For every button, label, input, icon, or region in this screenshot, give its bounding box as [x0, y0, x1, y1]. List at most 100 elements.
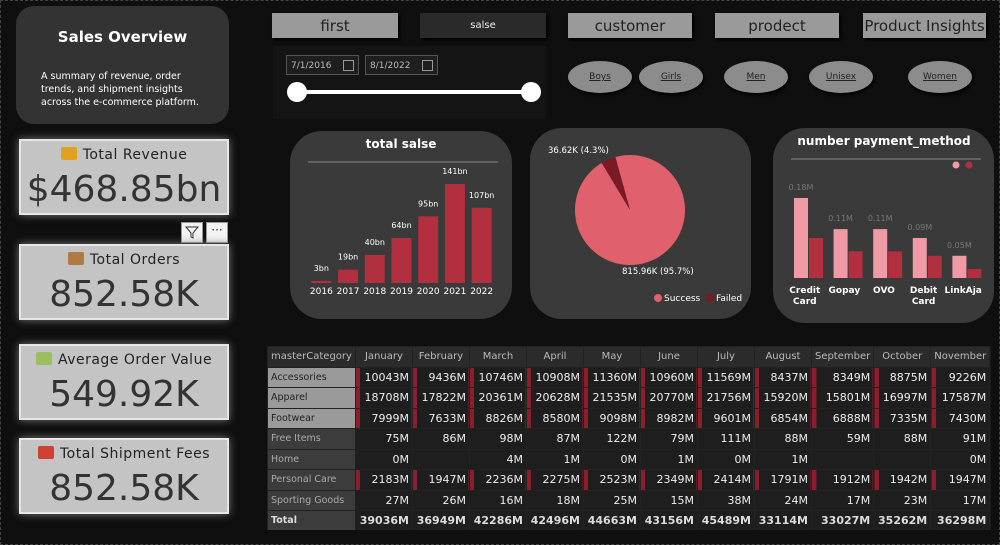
- table-row: Sporting Goods 27M 26M 16M 18M 25M 15M 38M 24M 17…: [267, 489, 991, 511]
- value-cell: 2275M: [525, 469, 584, 491]
- nav-button[interactable]: salse: [420, 13, 546, 38]
- table-row: Accessories 10043M 9436M 10746M 10908M 11360M…: [267, 366, 991, 388]
- header-cell[interactable]: January: [354, 346, 413, 368]
- value-cell: 88M: [873, 428, 932, 450]
- header-cell[interactable]: masterCategory: [267, 346, 356, 368]
- table-row: Apparel 18708M 17822M 20361M 20628M 21535M 207…: [267, 387, 991, 409]
- row-label: Home: [267, 448, 356, 470]
- slicer-button[interactable]: Boys: [568, 61, 632, 93]
- header-cell[interactable]: March: [468, 346, 527, 368]
- value-cell: 91M: [930, 428, 991, 450]
- kpi-label-row: Total Revenue: [21, 147, 227, 163]
- value-cell: 1912M: [810, 469, 875, 491]
- value-cell: 10960M: [639, 366, 698, 388]
- value-cell: 8349M: [810, 366, 875, 388]
- header-cell[interactable]: October: [873, 346, 932, 368]
- value-label: 0.18M: [789, 183, 814, 192]
- kpi-icon: [37, 446, 54, 459]
- header-cell[interactable]: August: [753, 346, 812, 368]
- value-cell: 36949M: [411, 510, 470, 530]
- value-cell: 2349M: [639, 469, 698, 491]
- x-tick-label: Debit Card: [909, 286, 938, 308]
- header-cell[interactable]: July: [696, 346, 755, 368]
- header-cell[interactable]: September: [810, 346, 875, 368]
- nav-button[interactable]: customer: [568, 13, 692, 38]
- bar: [471, 207, 492, 283]
- value-label: 141bn: [442, 167, 467, 176]
- value-cell: 2414M: [696, 469, 755, 491]
- filter-glyph: [184, 226, 200, 239]
- start-date[interactable]: 7/1/2016: [286, 55, 359, 75]
- slicer-button[interactable]: Girls: [639, 61, 703, 93]
- row-label: Total: [267, 510, 356, 530]
- x-tick-label: 2020: [417, 287, 440, 297]
- value-cell: 45489M: [696, 510, 755, 530]
- bar: [444, 184, 465, 283]
- header-cell[interactable]: June: [639, 346, 698, 368]
- table-row: Free Items 75M 86M 98M 87M 122M 79M 111M 88M 59M 8…: [267, 428, 991, 450]
- slicer-button[interactable]: Men: [724, 61, 788, 93]
- chart: number payment_method 0.18M 0.11M 0.11M 0.09…: [789, 134, 982, 278]
- kpi-label: Average Order Value: [57, 352, 213, 368]
- x-tick-label: Credit Card: [789, 286, 821, 308]
- kpi-value: 852.58K: [49, 468, 199, 509]
- chart-title: total salse: [366, 137, 437, 151]
- header-cell[interactable]: November: [930, 346, 991, 368]
- value-cell: 33027M: [810, 510, 875, 530]
- header-cell[interactable]: May: [582, 346, 641, 368]
- value-cell: 24M: [753, 489, 812, 511]
- value-cell: 15920M: [753, 387, 812, 409]
- value-cell: 122M: [582, 428, 641, 450]
- overview-card: Sales Overview A summary of revenue, ord…: [16, 6, 229, 124]
- overview-title: Sales Overview: [57, 28, 188, 46]
- value-cell: 9098M: [582, 407, 641, 429]
- kpi-icon: [60, 147, 77, 160]
- bar: [809, 238, 823, 278]
- table-row: Personal Care 2183M 1947M 2236M 2275M 2523M 23…: [267, 469, 991, 491]
- value-cell: 9601M: [696, 407, 755, 429]
- value-cell: 10746M: [468, 366, 527, 388]
- value-cell: 17M: [930, 489, 991, 511]
- kpi-label: Total Orders: [89, 252, 181, 268]
- matrix-table: masterCategory January February March April M…: [267, 346, 991, 530]
- more-options[interactable]: ···: [206, 222, 228, 243]
- value-cell: 18708M: [354, 387, 413, 409]
- x-tick-label: Gopay: [828, 286, 861, 296]
- bar: [311, 280, 332, 283]
- header-cell[interactable]: April: [525, 346, 584, 368]
- value-label: 0.09M: [907, 223, 932, 232]
- filter-icon[interactable]: [181, 222, 203, 243]
- value-label: 64bn: [391, 221, 411, 230]
- x-tick-label: LinkAja: [944, 286, 982, 296]
- chart: 815.96K (95.7%) Success 36.62K (4.3%) Faile…: [548, 146, 742, 304]
- bar: [418, 216, 439, 283]
- value-cell: 8826M: [468, 407, 527, 429]
- slider-handle[interactable]: [521, 82, 541, 102]
- matrix-table-wrap: masterCategory January February March April M…: [267, 346, 991, 530]
- sales-chart-panel: total salse 3bn 2016 19bn 2017 40bn 2018 64bn 20…: [290, 131, 512, 319]
- value-cell: 25M: [582, 489, 641, 511]
- bar: [967, 269, 982, 278]
- kpi-value: $468.85bn: [26, 169, 222, 210]
- value-cell: 0M: [696, 448, 755, 470]
- value-cell: 10043M: [354, 366, 413, 388]
- slicer-button[interactable]: Women: [908, 61, 972, 93]
- header-cell[interactable]: February: [411, 346, 470, 368]
- nav-button[interactable]: prodect: [715, 13, 839, 38]
- slicer-button[interactable]: Unisex: [809, 61, 873, 93]
- end-date[interactable]: 8/1/2022: [365, 55, 438, 75]
- overview-description: A summary of revenue, order trends, and …: [41, 71, 199, 108]
- value-cell: 44663M: [582, 510, 641, 530]
- value-cell: 36298M: [930, 510, 991, 530]
- value-cell: 75M: [354, 428, 413, 450]
- x-tick-label: 2016: [310, 287, 333, 297]
- value-cell: 1947M: [930, 469, 991, 491]
- slider-handle[interactable]: [287, 82, 307, 102]
- value-label: 36.62K (4.3%): [548, 146, 609, 156]
- end-date-text: 8/1/2022: [370, 61, 411, 71]
- nav-button[interactable]: first: [272, 13, 398, 38]
- nav-button[interactable]: Product Insights: [863, 13, 986, 38]
- value-label: 40bn: [365, 238, 385, 247]
- bar: [873, 229, 888, 278]
- value-cell: [873, 448, 932, 470]
